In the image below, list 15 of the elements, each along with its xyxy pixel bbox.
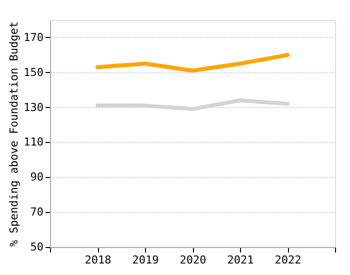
y-tick-label: 50: [30, 240, 44, 254]
y-tick-label: 130: [24, 100, 44, 114]
line-series: [96, 52, 290, 73]
x-tick-label: 2022: [274, 254, 302, 266]
y-tick-label: 170: [24, 30, 44, 44]
x-tick-label: 2021: [227, 254, 254, 266]
x-tick-label: 2018: [84, 254, 112, 266]
y-tick-label: 150: [24, 66, 44, 79]
y-tick-label: 90: [30, 170, 44, 184]
x-tick-label: 2020: [180, 254, 206, 266]
y-tick-label: 70: [30, 206, 44, 219]
y-axis-title: % Spending above Foundation Budget: [8, 21, 21, 247]
y-tick-label: 110: [24, 136, 44, 149]
x-tick-label: 2019: [132, 254, 159, 266]
line-series: [96, 98, 290, 112]
